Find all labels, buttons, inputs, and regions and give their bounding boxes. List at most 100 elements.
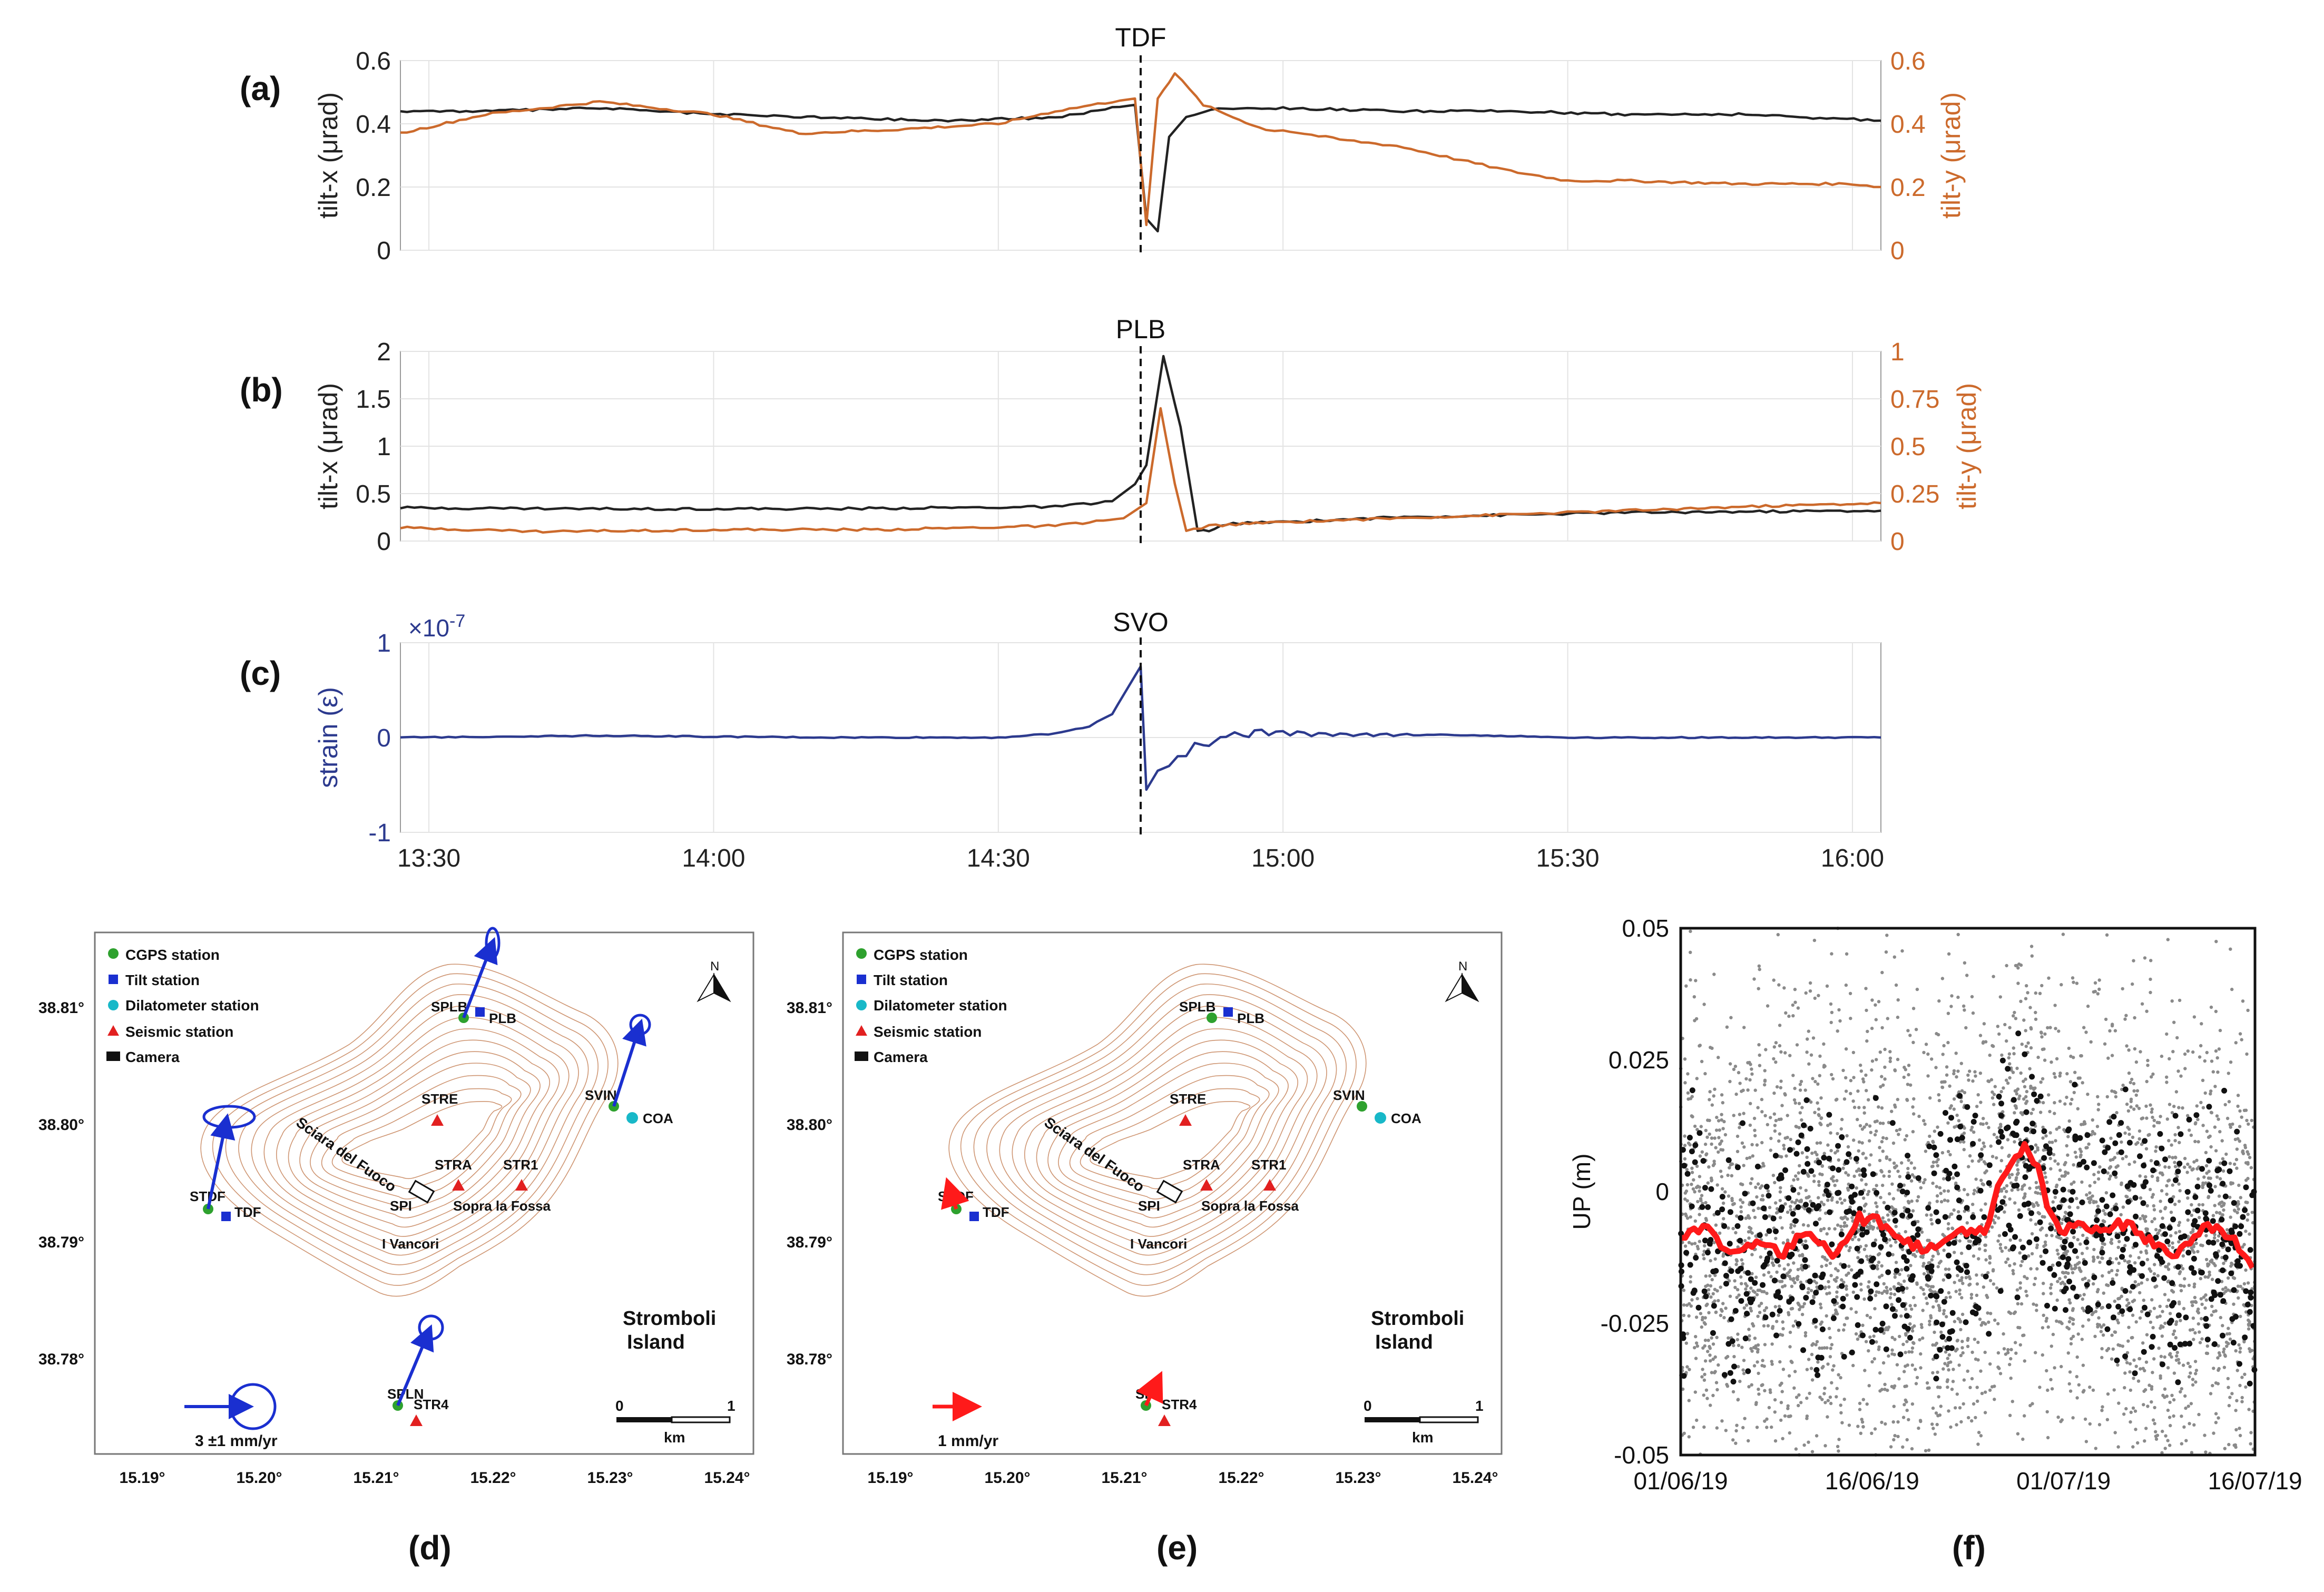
gray-point — [2106, 1392, 2110, 1396]
gray-point — [2114, 1257, 2119, 1261]
gray-point — [2180, 1387, 2183, 1391]
gray-point — [2166, 938, 2170, 941]
black-point — [1818, 1284, 1824, 1291]
gray-point — [2034, 1010, 2037, 1015]
y2-axis-label: tilt-y (μrad) — [1936, 92, 1966, 219]
gray-point — [1745, 1284, 1749, 1288]
gray-point — [2235, 1211, 2239, 1214]
black-point — [1778, 1207, 1784, 1213]
error-ellipse-stdf — [202, 1105, 256, 1129]
gray-point — [1822, 1227, 1826, 1231]
series-tilt-y — [400, 72, 1881, 227]
gray-point — [1812, 1174, 1816, 1178]
gray-point — [1710, 1142, 1713, 1146]
black-point — [2204, 1337, 2211, 1343]
gray-point — [1694, 1335, 1698, 1339]
gray-point — [2101, 1333, 2105, 1337]
gray-point — [2008, 1363, 2012, 1367]
gray-point — [1793, 1086, 1797, 1090]
black-point — [2172, 1113, 2179, 1119]
gray-point — [1975, 1293, 1979, 1297]
gray-point — [2097, 978, 2101, 982]
gray-point — [2071, 1322, 2075, 1326]
gray-point — [2072, 1056, 2075, 1059]
black-point — [1851, 1210, 1857, 1216]
gray-point — [1971, 1011, 1975, 1015]
y-tick-label: 0 — [1655, 1178, 1669, 1205]
black-point — [2112, 1140, 2119, 1146]
gray-point — [2172, 1398, 2176, 1402]
gray-point — [1725, 1025, 1729, 1029]
black-point — [2211, 1341, 2218, 1347]
gray-point — [1931, 1406, 1935, 1410]
place-spi: SPI — [1138, 1198, 1160, 1214]
gray-point — [1810, 1151, 1814, 1155]
black-point — [1782, 1167, 1788, 1173]
black-point — [2041, 1155, 2047, 1161]
black-point — [1770, 1215, 1777, 1222]
gray-point — [1779, 1186, 1782, 1190]
black-point — [2110, 1280, 2116, 1286]
gray-point — [2101, 1274, 2104, 1278]
gray-point — [2240, 1396, 2244, 1400]
gray-point — [1977, 1257, 1980, 1261]
gray-point — [2066, 1135, 2070, 1138]
gray-point — [1935, 1194, 1939, 1198]
black-point — [1885, 1269, 1891, 1275]
gray-point — [1951, 1380, 1955, 1383]
y-axis-label: tilt-x (μrad) — [313, 92, 343, 219]
black-point — [1946, 1335, 1953, 1342]
gray-point — [1900, 1161, 1904, 1165]
black-point — [2029, 1074, 2035, 1080]
gray-point — [1907, 1158, 1910, 1162]
gray-point — [1741, 1368, 1745, 1372]
gray-point — [2138, 1316, 2142, 1320]
gray-point — [1774, 1119, 1778, 1123]
gray-point — [2201, 1203, 2205, 1207]
black-point — [1858, 1258, 1865, 1264]
gray-point — [2183, 1165, 2186, 1169]
gray-point — [2248, 1347, 2251, 1351]
black-point — [2177, 1341, 2183, 1348]
gray-point — [1867, 1349, 1870, 1353]
gray-point — [1879, 1085, 1882, 1089]
gray-point — [2126, 1339, 2130, 1343]
gray-point — [2153, 1406, 2156, 1410]
gray-point — [2133, 1016, 2136, 1020]
black-point — [1904, 1258, 1910, 1264]
gray-point — [2007, 1052, 2012, 1056]
gray-point — [2129, 1254, 2132, 1258]
y-ticks: 00.20.40.6 — [356, 47, 391, 265]
gray-point — [1791, 1074, 1795, 1077]
gray-point — [2046, 1325, 2050, 1329]
gray-point — [1728, 1294, 1732, 1298]
gray-point — [1865, 1089, 1868, 1093]
black-point — [1933, 1353, 1939, 1360]
gray-point — [2247, 1327, 2251, 1331]
gray-point — [2045, 1410, 2049, 1414]
gray-point — [1935, 1185, 1938, 1188]
gray-point — [2150, 1400, 2153, 1404]
gray-point — [2186, 1162, 2190, 1166]
gray-point — [2153, 1263, 2156, 1266]
gray-point — [2124, 1194, 2128, 1198]
gray-point — [1753, 1128, 1757, 1132]
gray-point — [2067, 1320, 2072, 1324]
gray-point — [1757, 1371, 1760, 1375]
gray-point — [1788, 1269, 1792, 1272]
lon-tick: 15.22° — [470, 1469, 516, 1487]
gray-point — [1766, 1189, 1770, 1193]
gray-point — [2237, 1207, 2240, 1211]
black-point — [1957, 1124, 1964, 1129]
gray-point — [1966, 1338, 1969, 1342]
gray-point — [1767, 1271, 1771, 1274]
gray-point — [1720, 1187, 1724, 1191]
gray-point — [1762, 1324, 1766, 1328]
gray-point — [2116, 1321, 2120, 1325]
black-point — [2070, 1188, 2076, 1195]
gray-point — [1734, 1092, 1738, 1096]
black-point — [1767, 1250, 1773, 1256]
black-point — [1868, 1288, 1874, 1294]
gray-point — [2249, 1166, 2253, 1170]
gray-point — [1929, 1218, 1933, 1222]
